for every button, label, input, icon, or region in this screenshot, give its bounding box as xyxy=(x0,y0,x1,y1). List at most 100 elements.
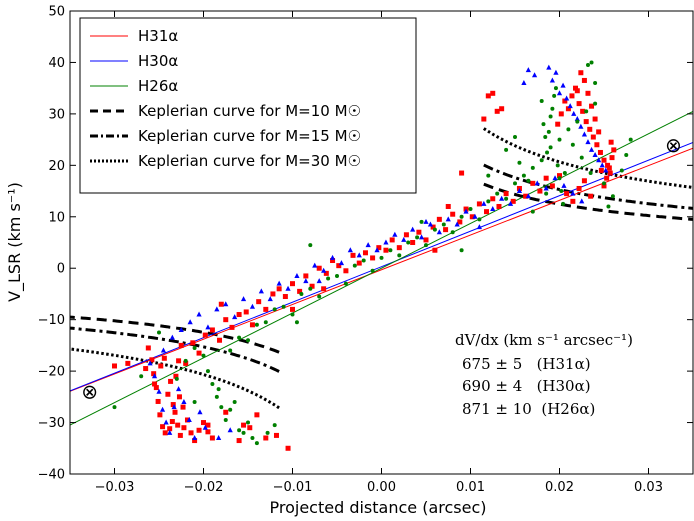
point-h31 xyxy=(192,438,198,444)
point-h30 xyxy=(163,419,169,425)
point-h31 xyxy=(592,116,598,122)
point-h31 xyxy=(476,201,482,207)
point-h31 xyxy=(445,203,451,209)
point-h26 xyxy=(263,320,268,325)
point-h31 xyxy=(162,430,168,436)
point-h31 xyxy=(523,193,529,199)
annotation-line-h31: 675 ± 5 (H31α) xyxy=(462,355,591,373)
point-h26 xyxy=(530,165,535,170)
point-h26 xyxy=(419,219,424,224)
kepler-curve-dashdot xyxy=(70,326,280,373)
point-h31 xyxy=(143,366,149,372)
point-h26 xyxy=(557,176,562,181)
point-h30 xyxy=(294,272,300,278)
point-h31 xyxy=(430,224,436,230)
point-h26 xyxy=(606,204,611,209)
point-h31 xyxy=(196,350,202,356)
point-h31 xyxy=(249,322,255,328)
point-h31 xyxy=(585,90,591,96)
point-h31 xyxy=(209,435,215,441)
x-tick-label: 0.01 xyxy=(456,480,485,495)
point-h31 xyxy=(172,409,178,415)
point-h26 xyxy=(559,189,564,194)
point-h26 xyxy=(593,101,598,106)
point-h26 xyxy=(610,194,615,199)
point-h26 xyxy=(201,353,206,358)
point-h26 xyxy=(544,191,549,196)
point-h31 xyxy=(196,427,202,433)
point-h26 xyxy=(526,178,531,183)
point-h30 xyxy=(196,311,202,317)
point-h31 xyxy=(243,309,249,315)
point-h31 xyxy=(218,301,224,307)
point-h26 xyxy=(557,137,562,142)
point-h30 xyxy=(427,221,434,227)
point-h30 xyxy=(356,252,362,258)
point-h31 xyxy=(490,90,496,96)
point-h31 xyxy=(183,360,189,366)
point-h26 xyxy=(552,93,557,98)
point-h31 xyxy=(564,191,570,197)
point-h31 xyxy=(576,185,582,191)
point-h26 xyxy=(424,243,428,248)
y-tick-label: −20 xyxy=(38,365,65,380)
point-h31 xyxy=(175,422,181,428)
point-h31 xyxy=(604,175,610,181)
point-h30 xyxy=(321,267,327,273)
point-h26 xyxy=(246,420,250,425)
point-h26 xyxy=(294,320,299,325)
point-h26 xyxy=(214,394,219,399)
point-h31 xyxy=(176,358,182,364)
point-h31 xyxy=(202,332,208,338)
point-h31 xyxy=(151,371,157,377)
fit-lines xyxy=(70,110,693,426)
legend-label-h31: H31α xyxy=(138,27,178,45)
point-h31 xyxy=(423,237,429,243)
point-h26 xyxy=(548,145,553,150)
x-tick-label: −0.02 xyxy=(184,480,224,495)
point-h31 xyxy=(184,417,190,423)
slope-annotation: dV/dx (km s⁻¹ arcsec⁻¹) 675 ± 5 (H31α) 6… xyxy=(455,331,633,418)
point-h31 xyxy=(167,426,173,432)
point-h30 xyxy=(202,424,208,430)
point-h31 xyxy=(485,93,491,99)
point-h26 xyxy=(545,150,550,155)
point-h31 xyxy=(543,175,549,181)
point-h26 xyxy=(397,253,402,258)
point-h31 xyxy=(309,283,315,289)
point-h26 xyxy=(265,430,270,435)
point-h26 xyxy=(223,417,228,422)
point-h31 xyxy=(112,363,117,369)
point-h30 xyxy=(525,193,531,199)
point-h31 xyxy=(158,363,164,369)
point-h30 xyxy=(552,175,558,181)
point-h26 xyxy=(228,348,233,353)
point-h30 xyxy=(507,200,514,206)
point-h30 xyxy=(525,67,531,73)
point-h31 xyxy=(209,327,215,333)
point-h30 xyxy=(175,386,182,392)
point-h26 xyxy=(343,281,348,286)
point-h31 xyxy=(510,198,516,204)
point-h26 xyxy=(550,106,555,111)
point-h31 xyxy=(609,155,615,161)
point-h31 xyxy=(236,312,242,318)
point-h30 xyxy=(423,218,429,224)
point-h30 xyxy=(476,224,482,230)
point-h30 xyxy=(499,195,505,201)
point-h31 xyxy=(581,77,587,83)
legend: H31α H30α H26α Keplerian curve for M=10 … xyxy=(79,17,417,194)
point-h31 xyxy=(223,317,229,323)
point-h30 xyxy=(436,229,442,235)
point-h30 xyxy=(571,110,577,116)
point-h30 xyxy=(267,296,273,302)
y-tick-label: 20 xyxy=(48,159,65,174)
point-h31 xyxy=(608,139,614,145)
fit-line xyxy=(70,110,693,426)
point-h26 xyxy=(459,248,464,253)
y-tick-label: −40 xyxy=(38,468,65,483)
point-h30 xyxy=(216,434,222,440)
point-h30 xyxy=(181,398,187,404)
point-h26 xyxy=(579,155,584,160)
point-h26 xyxy=(352,263,357,268)
